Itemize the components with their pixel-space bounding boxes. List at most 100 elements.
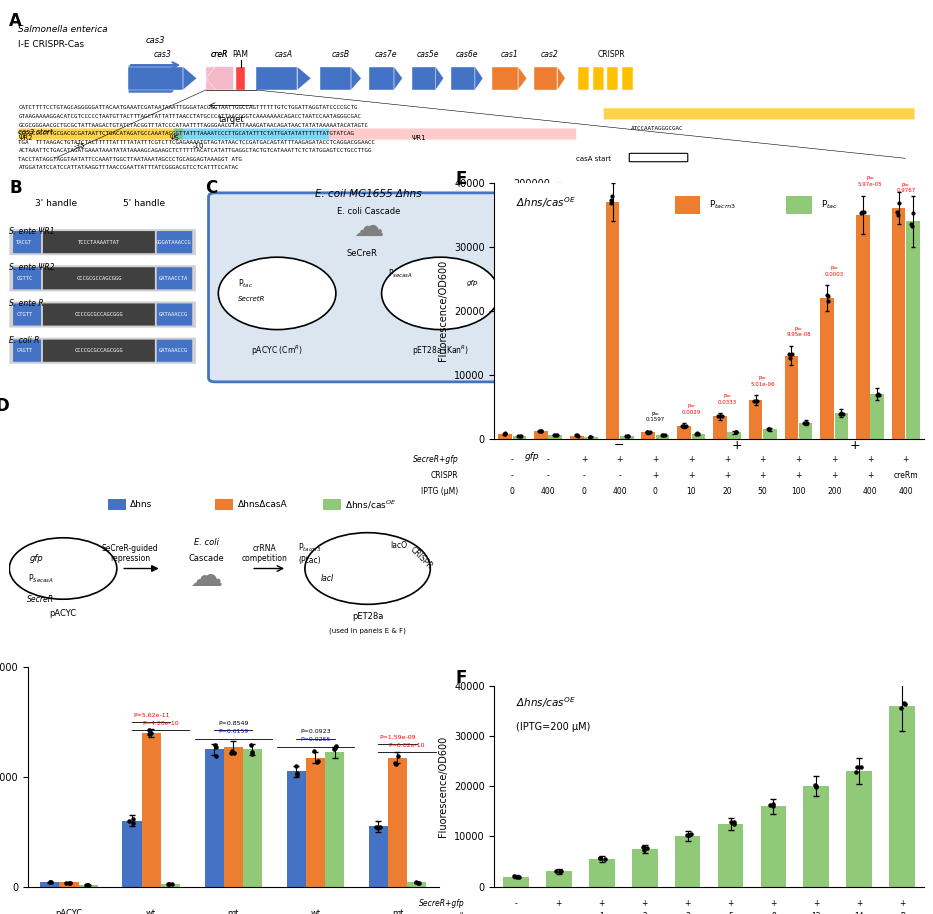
Text: ΨR1: ΨR1 bbox=[411, 135, 426, 141]
Bar bbox=[799, 422, 813, 439]
Text: -: - bbox=[511, 454, 514, 463]
Point bbox=[800, 416, 815, 430]
Point bbox=[387, 755, 402, 770]
Point bbox=[898, 696, 912, 711]
Text: -: - bbox=[547, 454, 550, 463]
Point bbox=[141, 727, 156, 741]
Point bbox=[712, 409, 727, 423]
Point bbox=[729, 425, 744, 440]
Text: crRNA: crRNA bbox=[253, 544, 276, 553]
Text: S. ente ΨR1: S. ente ΨR1 bbox=[9, 227, 55, 236]
Point bbox=[620, 375, 634, 389]
Text: −: − bbox=[614, 439, 624, 452]
Point bbox=[871, 388, 886, 403]
Bar bbox=[216, 499, 233, 510]
Point bbox=[903, 217, 918, 231]
Point bbox=[244, 747, 259, 761]
Bar bbox=[160, 884, 180, 887]
Bar bbox=[204, 749, 224, 887]
Bar bbox=[546, 872, 572, 887]
FancyBboxPatch shape bbox=[13, 231, 41, 253]
Point bbox=[307, 744, 322, 759]
Text: PAM: PAM bbox=[232, 50, 249, 58]
FancyBboxPatch shape bbox=[13, 303, 41, 325]
Text: -: - bbox=[558, 912, 560, 914]
Point bbox=[637, 843, 652, 857]
FancyBboxPatch shape bbox=[209, 193, 528, 382]
Point bbox=[819, 288, 834, 303]
Bar bbox=[323, 499, 341, 510]
Text: I-E CRISPR-Cas: I-E CRISPR-Cas bbox=[19, 40, 85, 49]
Point bbox=[723, 230, 738, 245]
Polygon shape bbox=[394, 67, 402, 90]
Bar bbox=[785, 356, 798, 439]
Bar bbox=[40, 883, 60, 887]
Point bbox=[227, 746, 242, 760]
Bar bbox=[675, 196, 701, 214]
Point bbox=[766, 796, 781, 811]
Point bbox=[389, 756, 404, 771]
Point bbox=[289, 768, 304, 782]
Point bbox=[679, 827, 694, 842]
Point bbox=[760, 421, 775, 436]
FancyBboxPatch shape bbox=[604, 108, 914, 120]
Text: +: + bbox=[902, 454, 909, 463]
Text: P=4.20e-10: P=4.20e-10 bbox=[143, 721, 179, 726]
Bar bbox=[142, 733, 160, 887]
Point bbox=[122, 813, 137, 828]
Text: 5' handle: 5' handle bbox=[122, 199, 165, 207]
Point bbox=[749, 394, 764, 409]
Point bbox=[782, 347, 797, 362]
Text: cas3: cas3 bbox=[146, 37, 165, 46]
Bar bbox=[846, 771, 872, 887]
FancyBboxPatch shape bbox=[9, 229, 196, 255]
Point bbox=[620, 429, 635, 443]
Bar bbox=[787, 196, 812, 214]
FancyBboxPatch shape bbox=[157, 231, 192, 253]
Point bbox=[583, 430, 598, 444]
Text: +: + bbox=[617, 454, 623, 463]
Text: 400: 400 bbox=[612, 486, 627, 495]
Point bbox=[498, 426, 513, 441]
Text: mt: mt bbox=[392, 909, 403, 914]
Text: 1: 1 bbox=[599, 912, 605, 914]
Text: SeCreR-guided: SeCreR-guided bbox=[102, 544, 159, 553]
FancyBboxPatch shape bbox=[43, 303, 155, 325]
Point bbox=[655, 428, 670, 442]
Point bbox=[583, 430, 598, 444]
Text: P$_{tac}$: P$_{tac}$ bbox=[821, 198, 838, 211]
Text: Δhns/cas$^{OE}$: Δhns/cas$^{OE}$ bbox=[345, 498, 397, 511]
Bar bbox=[620, 436, 634, 439]
Point bbox=[59, 876, 74, 890]
FancyBboxPatch shape bbox=[9, 337, 196, 364]
FancyBboxPatch shape bbox=[13, 267, 41, 290]
Point bbox=[411, 876, 425, 890]
Point bbox=[43, 875, 58, 889]
Text: +: + bbox=[899, 899, 905, 909]
Point bbox=[126, 812, 141, 826]
Circle shape bbox=[382, 257, 499, 330]
Bar bbox=[535, 431, 548, 439]
Text: pACYC (Cm$^R$): pACYC (Cm$^R$) bbox=[251, 344, 303, 358]
Text: repression: repression bbox=[110, 554, 150, 563]
Point bbox=[894, 700, 909, 715]
Text: P=5.62e-11: P=5.62e-11 bbox=[132, 713, 170, 717]
Point bbox=[849, 760, 864, 774]
Bar bbox=[78, 885, 98, 887]
FancyBboxPatch shape bbox=[157, 267, 192, 290]
Text: +: + bbox=[688, 454, 694, 463]
Point bbox=[841, 352, 856, 367]
Text: S. ente R: S. ente R bbox=[9, 300, 44, 308]
Text: (used in panels E & F): (used in panels E & F) bbox=[329, 627, 406, 634]
Bar bbox=[632, 849, 658, 887]
Text: E. coli R: E. coli R bbox=[9, 335, 40, 345]
Bar bbox=[224, 747, 243, 887]
Point bbox=[616, 375, 631, 389]
Point bbox=[391, 749, 406, 764]
Text: ATCCAATAGGGCGAC: ATCCAATAGGGCGAC bbox=[631, 126, 684, 132]
Point bbox=[547, 428, 562, 442]
Point bbox=[144, 726, 159, 740]
Circle shape bbox=[9, 537, 117, 600]
Point bbox=[675, 419, 689, 433]
Point bbox=[763, 798, 778, 813]
